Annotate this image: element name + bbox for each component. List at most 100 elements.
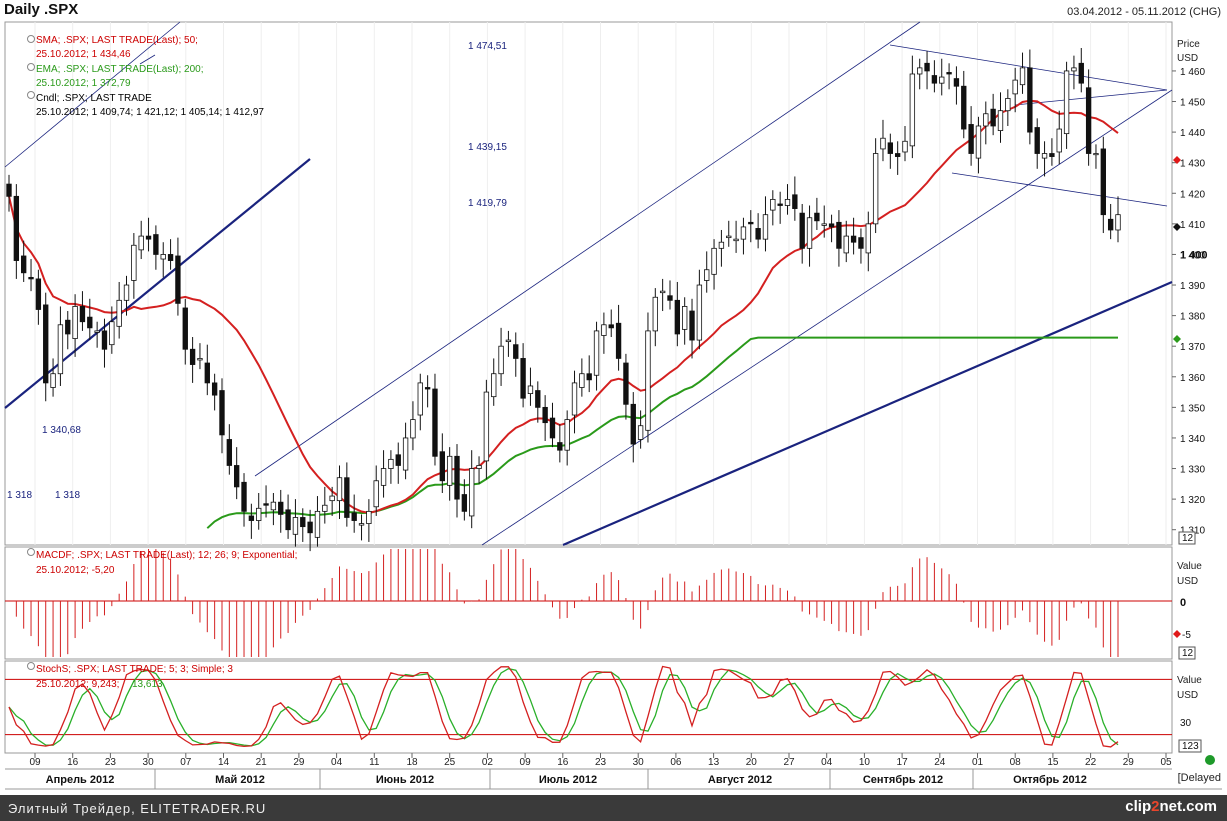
zoom-box[interactable] [1178, 739, 1202, 753]
candle-body [740, 226, 747, 240]
candle-body [726, 235, 732, 239]
zoom-value: 12 [1182, 648, 1194, 659]
day-label: 30 [143, 757, 155, 768]
month-label: Октябрь 2012 [1013, 774, 1087, 786]
macd-panel-frame [4, 546, 1173, 660]
candle-body [1100, 148, 1106, 216]
candle-body [659, 290, 666, 294]
candle-body [498, 345, 504, 375]
tick-label: 1 430 [1180, 159, 1205, 170]
day-label: 04 [821, 757, 833, 768]
candle-body [608, 324, 614, 329]
candle-body [535, 390, 541, 408]
day-label: 06 [670, 757, 682, 768]
candle-body [248, 515, 255, 521]
stoch-lines [5, 665, 1172, 748]
legend-handle-icon[interactable] [27, 35, 35, 43]
candle-body [1041, 153, 1048, 159]
annotation-label: 1 474,51 [468, 41, 507, 52]
candle-body [1085, 87, 1092, 154]
candle-body [263, 503, 269, 506]
chart-canvas[interactable]: SMA; .SPX; LAST TRADE(Last); 50; 25.10.2… [0, 0, 1227, 795]
day-label: 09 [520, 757, 532, 768]
zoom-box[interactable] [1178, 531, 1196, 545]
candle-body [1012, 79, 1018, 95]
candlesticks [6, 47, 1121, 552]
zoom-box[interactable] [1178, 646, 1196, 660]
candle-body [380, 468, 387, 486]
candle-body [615, 322, 622, 359]
candle-body [145, 235, 152, 240]
legend-handle-icon[interactable] [27, 91, 35, 99]
tick-label: -5 [1182, 630, 1191, 641]
candle-body [292, 517, 299, 535]
candle-body [109, 321, 115, 346]
candle-body [843, 235, 849, 254]
candle-body [28, 276, 34, 280]
candle-body [483, 391, 490, 462]
candle-body [946, 72, 952, 75]
day-label: 16 [557, 757, 569, 768]
x-axis-days: 09 16 23 30 07 14 21 29 04 11 18 25 02 09 16 23 30 06 13 20… [29, 753, 1172, 768]
annotation-label: 1 340,68 [42, 425, 81, 436]
candle-body [880, 137, 886, 150]
sma-marker-icon [1173, 156, 1181, 164]
trendline-april [4, 158, 311, 409]
wedge-bottom [951, 172, 1168, 207]
day-label: 15 [1047, 757, 1059, 768]
stoch-legend-text: StochS; .SPX; LAST TRADE; 5; 3; Simple; … [36, 664, 233, 675]
x-axis-months: Апрель 2012 Май 2012 Июнь 2012 Июль 2012 Авг… [46, 769, 1087, 789]
candle-body [1005, 98, 1011, 112]
price-tick-labels: 1 460 1 450 1 440 1 430 1 420 1 410 1 400 1 390… [1172, 67, 1208, 537]
candle-body [278, 501, 284, 515]
candle-body [711, 247, 717, 275]
month-label: Июнь 2012 [376, 774, 434, 786]
candle-body [887, 142, 894, 154]
tick-label: 1 420 [1180, 189, 1205, 200]
stoch-legend-value-d: 13,613 [132, 679, 163, 690]
candle-body [197, 358, 203, 361]
candle-body [527, 385, 534, 395]
day-label: 01 [972, 757, 984, 768]
candle-body [645, 330, 651, 431]
axis-title: Price [1177, 39, 1200, 50]
candle-body [961, 85, 967, 130]
candle-body [307, 521, 313, 534]
legend-handle-icon[interactable] [27, 662, 35, 670]
candle-body [718, 241, 725, 249]
candle-body [87, 316, 93, 329]
legend-arrow [139, 54, 156, 65]
candle-body [828, 223, 835, 228]
candle-body [902, 140, 908, 153]
axis-unit: USD [1177, 53, 1198, 64]
legend-handle-icon[interactable] [27, 548, 35, 556]
price-legend: SMA; .SPX; LAST TRADE(Last); 50; 25.10.2… [27, 35, 264, 118]
day-label: 18 [406, 757, 418, 768]
candle-body [233, 465, 240, 488]
stoch-panel-frame [4, 660, 1173, 754]
candle-body [138, 235, 144, 251]
candle-body [564, 419, 570, 451]
annotation-label: 1 318 [55, 490, 80, 501]
tick-label: 1 360 [1180, 373, 1205, 384]
candle-body [858, 237, 864, 249]
candle-body [755, 228, 761, 240]
month-label: Апрель 2012 [46, 774, 115, 786]
day-label: 30 [633, 757, 645, 768]
logo-part: net.com [1159, 798, 1217, 815]
candle-body [704, 269, 710, 281]
candle-body [696, 284, 703, 341]
candle-body [366, 510, 372, 524]
candle-body [997, 110, 1004, 131]
candle-body [909, 73, 916, 147]
candle-body [513, 344, 519, 359]
candle-body [762, 214, 769, 240]
day-label: 02 [482, 757, 494, 768]
legend-handle-icon[interactable] [27, 63, 35, 71]
macd-legend: MACDF; .SPX; LAST TRADE(Last); 12; 26; 9… [27, 548, 297, 576]
candle-body [520, 358, 526, 399]
candle-body [116, 299, 122, 327]
candle-body [373, 480, 379, 508]
tick-label: 0 [1180, 597, 1186, 609]
candle-body [931, 75, 938, 84]
